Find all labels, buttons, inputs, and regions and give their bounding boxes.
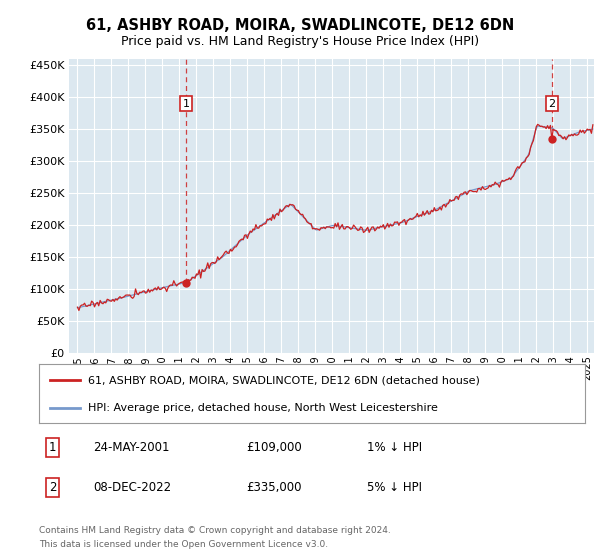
Text: Contains HM Land Registry data © Crown copyright and database right 2024.: Contains HM Land Registry data © Crown c… <box>39 526 391 535</box>
Text: 1: 1 <box>49 441 56 454</box>
Text: 1% ↓ HPI: 1% ↓ HPI <box>367 441 422 454</box>
Text: This data is licensed under the Open Government Licence v3.0.: This data is licensed under the Open Gov… <box>39 540 328 549</box>
Text: 1: 1 <box>182 99 190 109</box>
Text: £109,000: £109,000 <box>247 441 302 454</box>
Text: Price paid vs. HM Land Registry's House Price Index (HPI): Price paid vs. HM Land Registry's House … <box>121 35 479 49</box>
Text: 2: 2 <box>49 481 56 494</box>
Text: £335,000: £335,000 <box>247 481 302 494</box>
Text: 08-DEC-2022: 08-DEC-2022 <box>94 481 172 494</box>
Text: 2: 2 <box>548 99 556 109</box>
Text: 24-MAY-2001: 24-MAY-2001 <box>94 441 170 454</box>
Text: 61, ASHBY ROAD, MOIRA, SWADLINCOTE, DE12 6DN (detached house): 61, ASHBY ROAD, MOIRA, SWADLINCOTE, DE12… <box>88 375 480 385</box>
Text: 5% ↓ HPI: 5% ↓ HPI <box>367 481 422 494</box>
Text: HPI: Average price, detached house, North West Leicestershire: HPI: Average price, detached house, Nort… <box>88 403 438 413</box>
Text: 61, ASHBY ROAD, MOIRA, SWADLINCOTE, DE12 6DN: 61, ASHBY ROAD, MOIRA, SWADLINCOTE, DE12… <box>86 18 514 32</box>
